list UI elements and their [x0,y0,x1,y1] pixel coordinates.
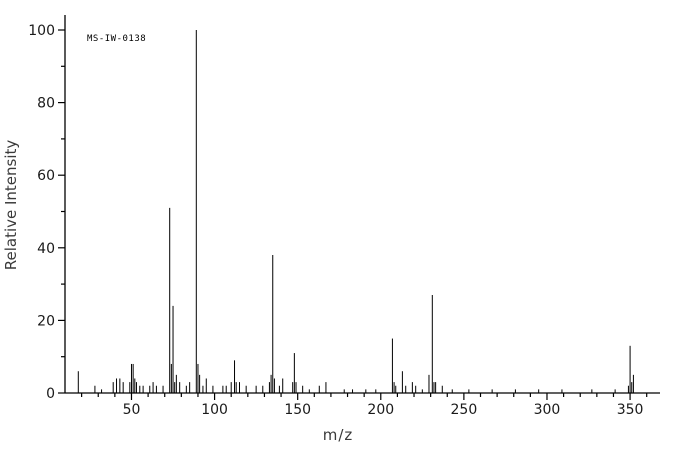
x-tick-label: 300 [534,402,561,418]
y-tick-label: 60 [37,168,55,184]
y-tick-label: 40 [37,241,55,257]
y-tick-label: 80 [37,96,55,112]
y-tick-label: 20 [37,313,55,329]
spectrum-id-annotation: MS-IW-0138 [87,34,147,44]
x-tick-label: 150 [284,402,311,418]
x-tick-label: 350 [617,402,644,418]
y-tick-label: 0 [46,386,55,402]
x-tick-label: 200 [367,402,394,418]
x-tick-label: 100 [201,402,228,418]
x-tick-label: 250 [451,402,478,418]
x-tick-label: 50 [123,402,141,418]
x-axis-label: m/z [322,426,354,444]
y-tick-label: 100 [28,23,55,39]
